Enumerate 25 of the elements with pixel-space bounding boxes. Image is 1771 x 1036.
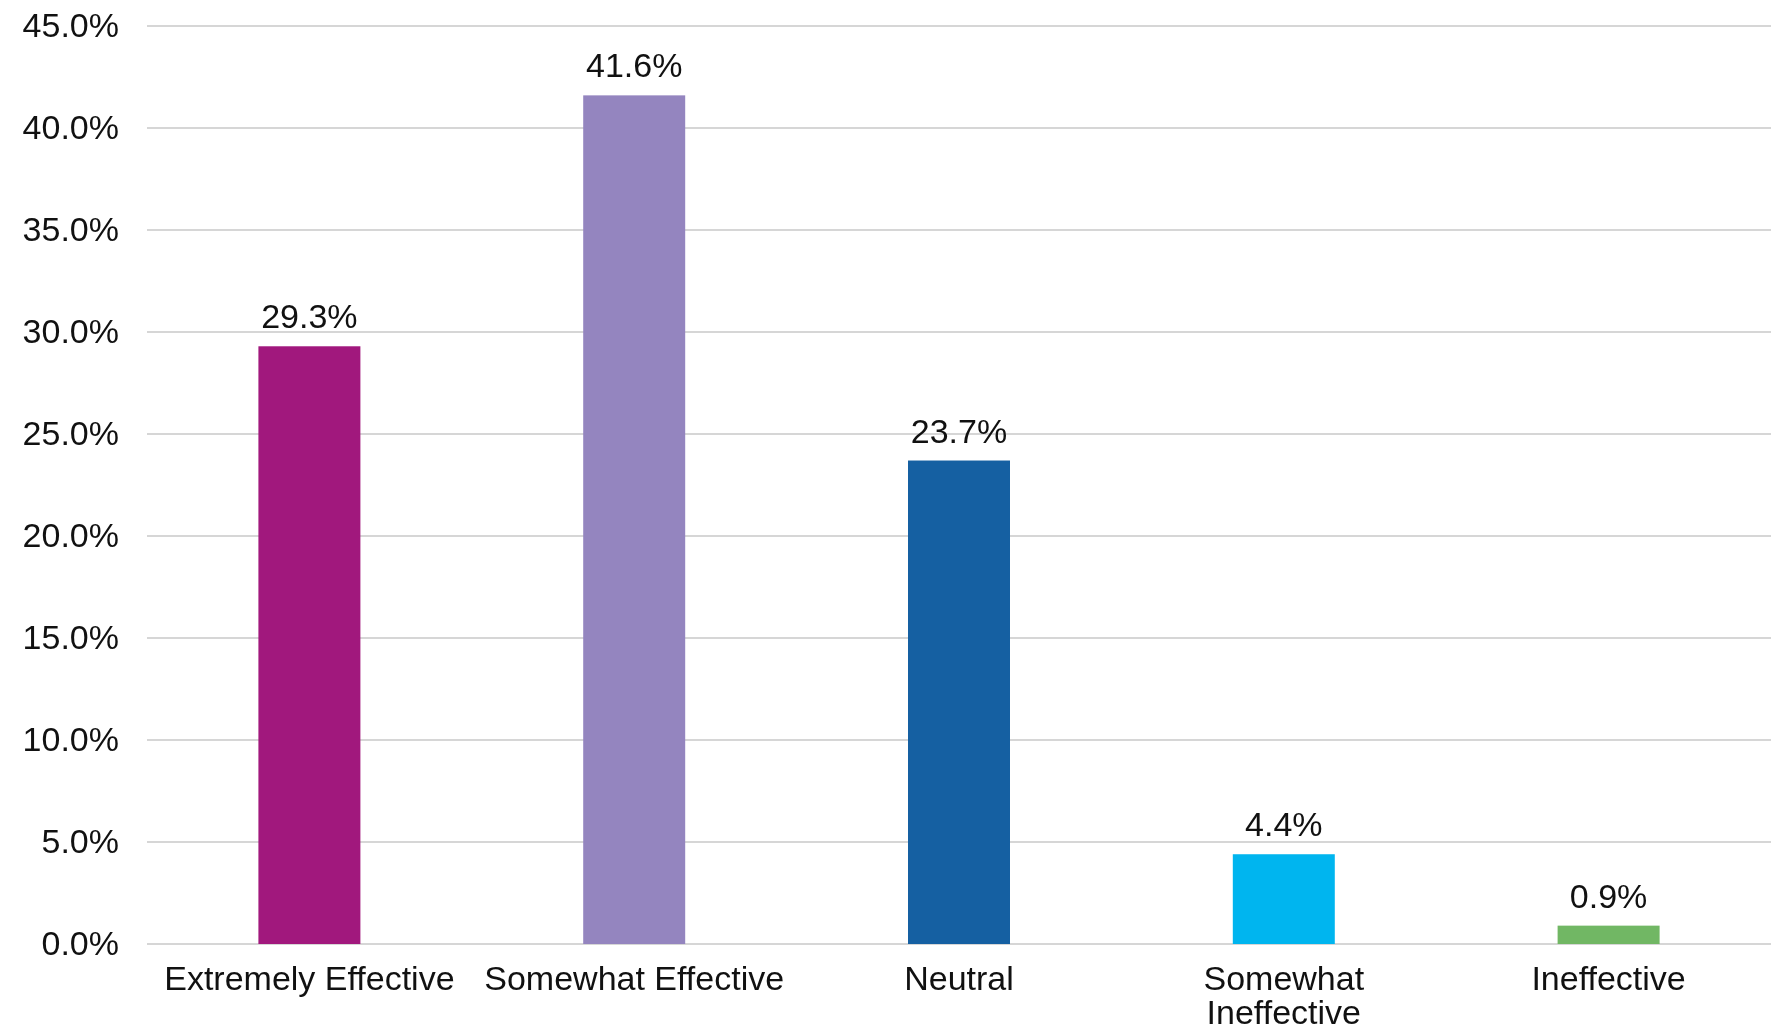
- data-label: 41.6%: [586, 46, 683, 85]
- bar: [1557, 925, 1660, 944]
- x-tick-label: Somewhat Effective: [484, 959, 785, 997]
- y-tick-label: 0.0%: [41, 924, 119, 963]
- x-tick-label: Neutral: [904, 959, 1014, 997]
- y-tick-label: 10.0%: [22, 720, 119, 759]
- y-tick-label: 45.0%: [22, 6, 119, 45]
- data-label: 0.9%: [1569, 876, 1648, 915]
- y-tick-label: 30.0%: [22, 312, 119, 351]
- x-tick-label: Ineffective: [1531, 959, 1686, 997]
- data-label: 23.7%: [910, 411, 1008, 450]
- bar: [908, 460, 1010, 944]
- y-tick-label: 5.0%: [41, 822, 119, 861]
- y-tick-label: 35.0%: [22, 210, 119, 249]
- y-tick-label: 15.0%: [22, 618, 119, 657]
- bar: [1232, 854, 1335, 944]
- y-tick-label: 40.0%: [22, 108, 119, 147]
- bar: [258, 346, 361, 944]
- bar: [583, 95, 686, 944]
- x-tick-label: Somewhat Ineffective: [1203, 959, 1365, 1031]
- y-tick-label: 20.0%: [22, 516, 119, 555]
- data-label: 29.3%: [261, 297, 358, 336]
- x-tick-label: Extremely Effective: [164, 959, 455, 997]
- data-label: 4.4%: [1245, 805, 1323, 844]
- y-tick-label: 25.0%: [22, 414, 119, 453]
